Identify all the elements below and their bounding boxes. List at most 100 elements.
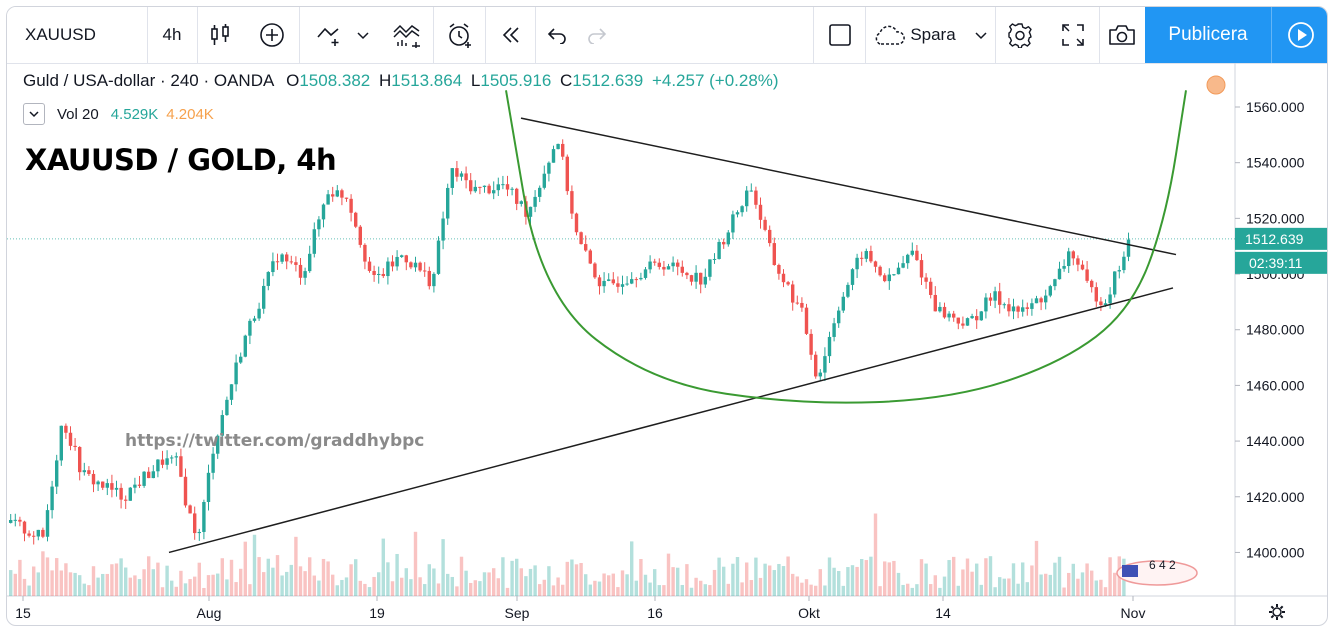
candle-body: [151, 471, 155, 479]
candle-body: [620, 284, 625, 287]
volume-bar: [211, 574, 215, 596]
bar-type-button[interactable]: [197, 7, 243, 63]
candle-body: [832, 323, 836, 337]
candle-body: [211, 453, 215, 473]
replay-button[interactable]: [487, 7, 535, 63]
candle-body: [648, 261, 652, 270]
candle-body: [128, 487, 132, 501]
layout-button[interactable]: [815, 7, 865, 63]
save-button[interactable]: Spara: [867, 7, 993, 63]
symbol-search-button[interactable]: XAUUSD: [7, 7, 147, 63]
candle-body: [478, 186, 482, 188]
toolbar-divider: [865, 7, 866, 63]
settings-button[interactable]: [995, 7, 1045, 63]
volume-bar: [786, 556, 790, 596]
volume-bar: [814, 585, 818, 596]
gear-tooth: [1279, 614, 1284, 619]
undo-button[interactable]: [537, 7, 577, 63]
candle-body: [837, 310, 841, 324]
volume-bar: [22, 578, 27, 596]
volume-ma-value: 4.204K: [166, 105, 214, 123]
candle-body: [1011, 306, 1016, 312]
candle-body: [501, 184, 505, 186]
volume-bar: [956, 585, 960, 596]
cloud-icon: [876, 25, 906, 45]
publish-button[interactable]: Publicera: [1145, 7, 1271, 63]
candle-body: [68, 432, 73, 446]
volume-bar: [45, 557, 50, 596]
candle-body: [179, 456, 183, 477]
candle-body: [367, 261, 372, 271]
candle-body: [804, 307, 809, 334]
volume-bar: [620, 570, 625, 596]
alert-button[interactable]: [435, 7, 485, 63]
play-icon: [1287, 22, 1314, 48]
volume-bar: [616, 587, 620, 596]
candle-body: [791, 284, 795, 303]
candle-body: [1039, 298, 1043, 303]
volume-bar: [280, 575, 284, 596]
volume-bar: [298, 566, 303, 596]
candle-body: [326, 194, 330, 205]
candle-body: [597, 277, 602, 287]
volume-bar: [910, 587, 914, 596]
candle-body: [1094, 287, 1098, 302]
price-chart[interactable]: 1400.000 1420.000 1440.000 1460.000 1480.000…: [7, 7, 1328, 626]
candle-body: [395, 256, 399, 267]
volume-bar: [869, 556, 873, 596]
candle-body: [289, 261, 293, 263]
interval-button[interactable]: 4h: [147, 7, 197, 63]
volume-bar: [533, 565, 537, 596]
candle-body: [220, 415, 224, 436]
price-tag-box: [1235, 227, 1327, 250]
symbol-label: XAUUSD: [25, 25, 96, 44]
volume-bar: [363, 583, 367, 596]
volume-bar: [1011, 563, 1016, 596]
volume-bar: [381, 538, 385, 596]
candle-body: [533, 196, 537, 207]
candle-body: [929, 281, 933, 295]
candle-body: [570, 191, 574, 214]
volume-bar: [340, 579, 344, 596]
add-indicator-button[interactable]: [247, 7, 297, 63]
volume-bar: [91, 566, 96, 596]
candle-body: [938, 306, 942, 312]
candle-body: [735, 212, 740, 215]
volume-bar: [1048, 574, 1052, 596]
toolbar-divider: [995, 7, 996, 63]
volume-bar: [1002, 578, 1006, 596]
volume-bar: [165, 565, 169, 596]
collapse-legend-button[interactable]: [23, 103, 45, 125]
volume-bar: [979, 584, 983, 596]
publish-label: Publicera: [1168, 24, 1248, 45]
x-tick-label: Aug: [197, 605, 222, 621]
candle-body: [280, 254, 284, 262]
candle-body: [193, 513, 197, 534]
volume-bar: [699, 580, 703, 596]
volume-bar: [473, 580, 477, 596]
candle-body: [142, 471, 146, 486]
candle-body: [666, 266, 671, 270]
volume-bar: [469, 582, 473, 596]
volume-bar: [308, 557, 312, 596]
compare-button[interactable]: [303, 7, 383, 63]
volume-bar: [418, 577, 422, 596]
candle-body: [110, 483, 114, 490]
candle-body: [1076, 258, 1080, 265]
volume-bar: [818, 569, 822, 596]
fullscreen-button[interactable]: [1047, 7, 1099, 63]
x-tick-label: Okt: [798, 605, 820, 621]
playback-button[interactable]: [1271, 7, 1327, 63]
candle-body: [726, 232, 730, 245]
volume-bar: [216, 573, 220, 596]
volume-bar: [597, 581, 602, 596]
volume-bar: [119, 558, 123, 596]
snapshot-button[interactable]: [1099, 7, 1145, 63]
indicators-button[interactable]: [383, 7, 431, 63]
volume-bar: [1030, 565, 1034, 596]
candle-body: [32, 535, 36, 537]
candle-body: [768, 229, 772, 244]
candle-body: [331, 194, 335, 197]
redo-button[interactable]: [577, 7, 617, 63]
candle-body: [722, 241, 726, 245]
